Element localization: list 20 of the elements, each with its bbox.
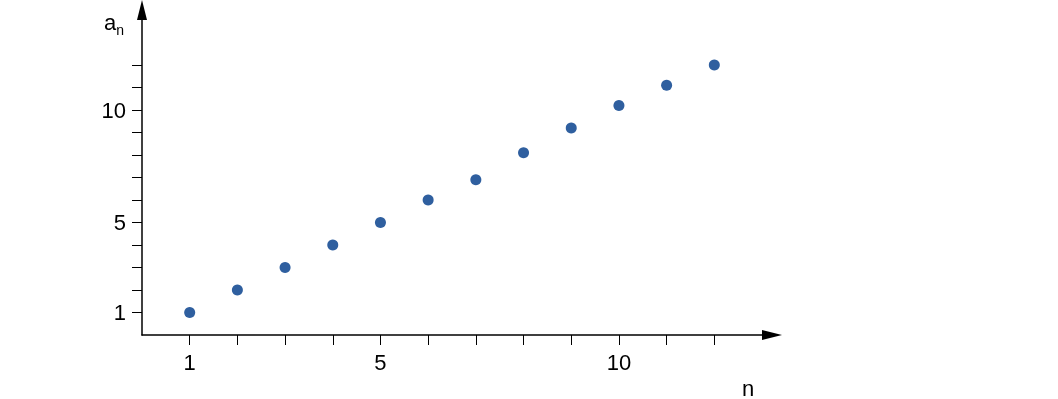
point <box>613 100 625 111</box>
point <box>422 194 434 206</box>
point <box>374 217 386 228</box>
x-axis-title: n <box>742 375 755 399</box>
point <box>565 122 577 134</box>
y-axis-title: a$_{n}$ <box>103 10 124 39</box>
y-tick-label: 10 <box>101 97 126 123</box>
point <box>231 284 243 296</box>
point <box>661 79 673 91</box>
point <box>327 239 339 251</box>
point <box>279 262 291 273</box>
point <box>470 174 482 186</box>
point <box>518 147 530 159</box>
point <box>184 307 196 318</box>
x-tick-label: 1 <box>183 349 196 375</box>
point <box>708 59 720 71</box>
x-tick-label: 10 <box>606 349 632 375</box>
y-tick-label: 5 <box>113 210 126 235</box>
y-tick-label: 1 <box>113 300 126 325</box>
x-tick-label: 5 <box>374 349 387 375</box>
